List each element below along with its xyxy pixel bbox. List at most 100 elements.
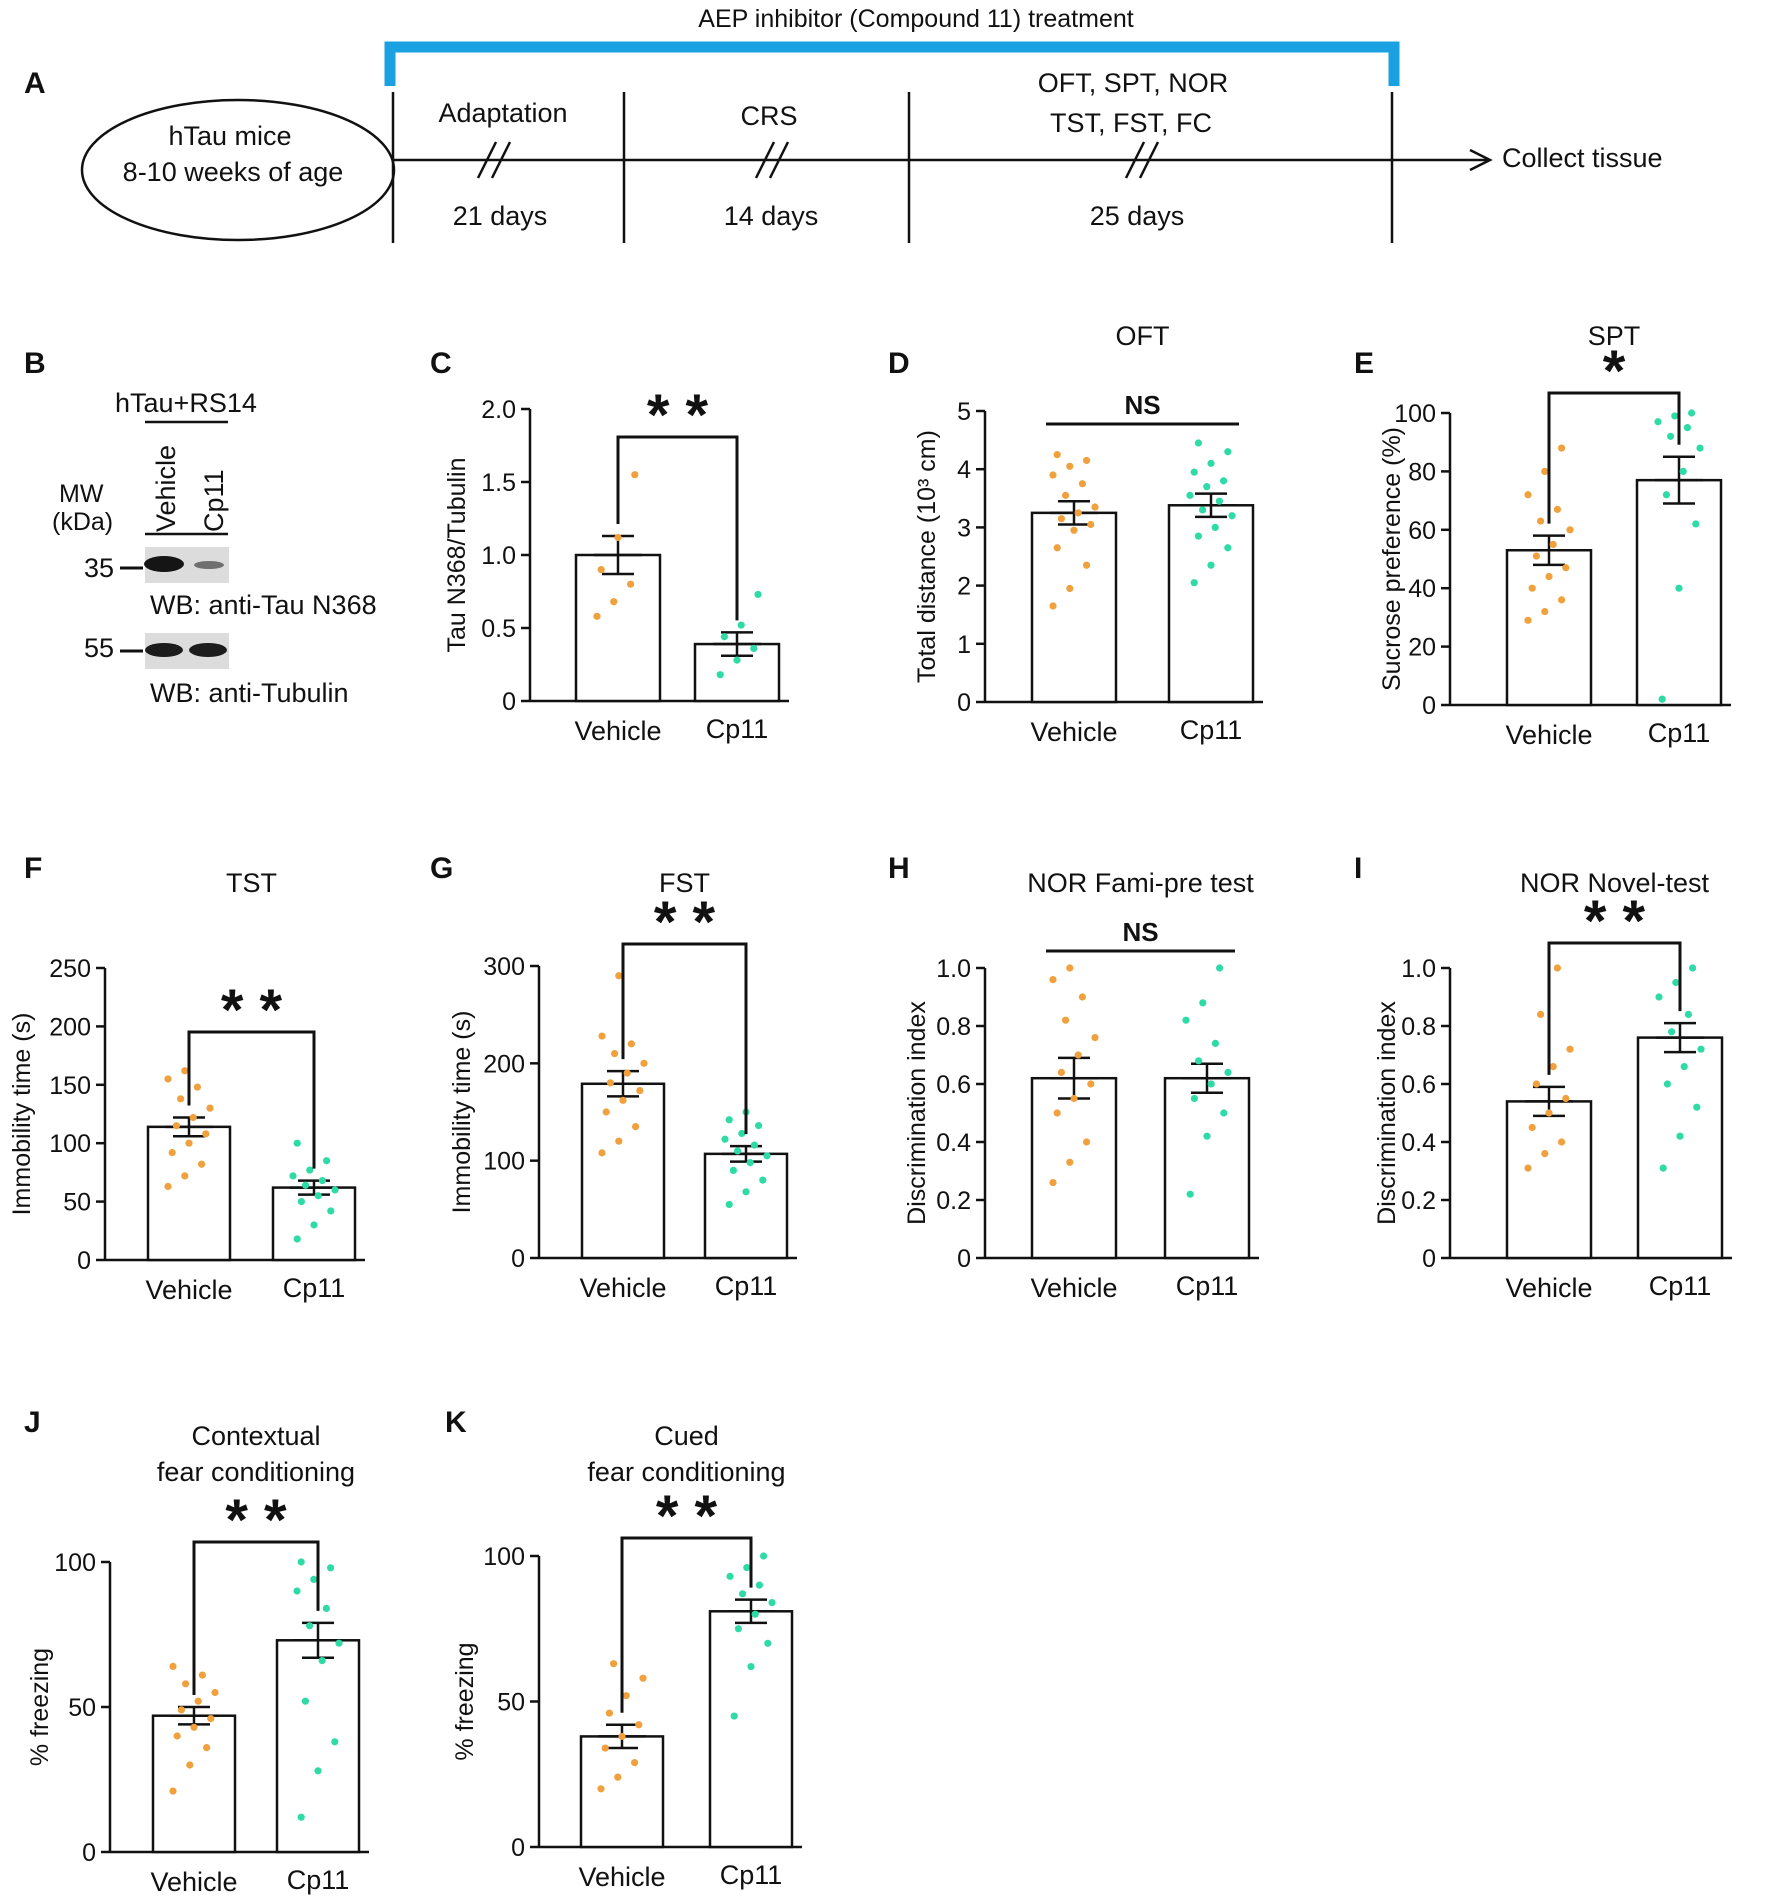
y-tick-label: 0.2 (936, 1187, 971, 1215)
data-point (335, 1639, 343, 1647)
phase-tests-line2: TST, FST, FC (1050, 108, 1212, 138)
data-point (737, 621, 745, 629)
data-point (190, 1723, 198, 1731)
y-tick-label: 2 (957, 573, 971, 601)
data-point (1688, 409, 1696, 417)
data-point (181, 1172, 189, 1180)
data-point (1070, 1094, 1078, 1103)
phase-tests-duration: 25 days (1090, 201, 1185, 231)
sig-bracket (1547, 391, 1681, 524)
data-point (1057, 1068, 1065, 1076)
panel-label: H (888, 852, 910, 885)
data-point (1083, 1138, 1091, 1146)
data-point (730, 1712, 738, 1720)
panel-label: E (1354, 347, 1374, 380)
significance-label: NS (1122, 917, 1158, 947)
data-point (1211, 1039, 1219, 1047)
chart-title: OFT (1116, 321, 1170, 351)
data-point (164, 1182, 172, 1191)
data-point (734, 1625, 743, 1633)
y-axis-label: Discrimination index (903, 1001, 931, 1225)
data-point (764, 1639, 772, 1647)
data-point (751, 1610, 759, 1618)
data-point (1684, 1010, 1692, 1019)
significance-label: * * (647, 383, 709, 448)
data-point (202, 1130, 210, 1138)
y-tick-label: 0 (957, 689, 971, 717)
data-point (1659, 1164, 1667, 1172)
data-point (623, 1069, 631, 1077)
y-tick-label: 100 (49, 1130, 91, 1158)
x-category-label: Cp11 (1180, 715, 1243, 745)
chart-panel-h: H NOR Fami-pre test 0 0.2 0.4 0.6 0.8 1.0Discri… (888, 852, 1259, 1303)
data-point (1053, 1109, 1061, 1117)
data-point (1692, 520, 1700, 528)
significance-label: * * (656, 1484, 718, 1549)
y-axis-label: % freezing (26, 1648, 54, 1766)
blot-bottom-label: WB: anti-Tubulin (150, 678, 349, 708)
y-tick-label: 0.2 (1401, 1187, 1436, 1215)
break-marks (476, 141, 1160, 179)
data-point (1083, 456, 1091, 465)
data-point (1066, 462, 1074, 470)
y-axis-label: % freezing (451, 1642, 479, 1760)
sig-bracket (1547, 941, 1682, 1075)
chart-panel-g: G FST 0 100 200 300 Immobility time (s) Vehicle… (430, 852, 797, 1303)
panel-label: K (445, 1406, 467, 1439)
data-point (1182, 1016, 1190, 1024)
data-point (1203, 1132, 1211, 1140)
data-point (615, 972, 623, 980)
y-tick-label: 0.6 (936, 1071, 971, 1099)
chart-panel-d: D OFT 0 1 2 3 4 5 Total distance (10³ cm) Vehicle… (888, 321, 1263, 747)
tubulin-band-cp11 (189, 643, 227, 657)
data-point (306, 1622, 314, 1630)
data-point (185, 1139, 193, 1147)
data-point (1087, 1080, 1095, 1088)
data-point (1697, 1045, 1705, 1053)
data-point (1049, 1179, 1057, 1187)
data-point (1663, 1080, 1671, 1088)
data-point (1675, 584, 1683, 592)
data-point (194, 1697, 202, 1705)
y-tick-label: 50 (63, 1189, 91, 1217)
data-point (1066, 1158, 1074, 1166)
y-tick-label: 0.8 (936, 1013, 971, 1041)
y-tick-label: 0 (511, 1834, 525, 1862)
data-point (1224, 1068, 1232, 1076)
sig-bracket (192, 1540, 320, 1695)
bar-vehicle (579, 1735, 665, 1849)
blot-top-label: WB: anti-Tau N368 (150, 590, 377, 620)
data-point (314, 1767, 322, 1775)
data-point (1066, 964, 1074, 972)
data-point (1057, 515, 1065, 523)
tubulin-band-vehicle (145, 643, 183, 657)
data-point (721, 1135, 729, 1143)
data-point (597, 1785, 605, 1793)
bar-vehicle (574, 553, 662, 703)
data-point (1537, 517, 1545, 525)
y-tick-label: 1.0 (1401, 955, 1436, 983)
data-point (640, 1059, 648, 1067)
y-tick-label: 50 (68, 1694, 96, 1722)
y-tick-label: 100 (54, 1549, 96, 1577)
data-point (734, 1147, 742, 1155)
significance-label: * * (225, 1488, 287, 1553)
data-point (181, 1067, 189, 1075)
data-point (168, 1148, 176, 1157)
data-point (597, 566, 605, 574)
data-point (729, 1166, 738, 1174)
data-point (177, 1706, 185, 1714)
data-point (1186, 491, 1194, 499)
y-tick-label: 40 (1408, 575, 1436, 603)
data-point (1566, 1045, 1574, 1053)
data-point (755, 1581, 764, 1589)
data-point (746, 1159, 754, 1167)
data-point (327, 1564, 335, 1572)
y-tick-label: 0.5 (481, 615, 516, 643)
x-category-label: Cp11 (1176, 1271, 1239, 1301)
y-axis-label: Total distance (10³ cm) (913, 430, 941, 683)
data-point (1190, 579, 1198, 587)
y-tick-label: 100 (483, 1148, 525, 1176)
